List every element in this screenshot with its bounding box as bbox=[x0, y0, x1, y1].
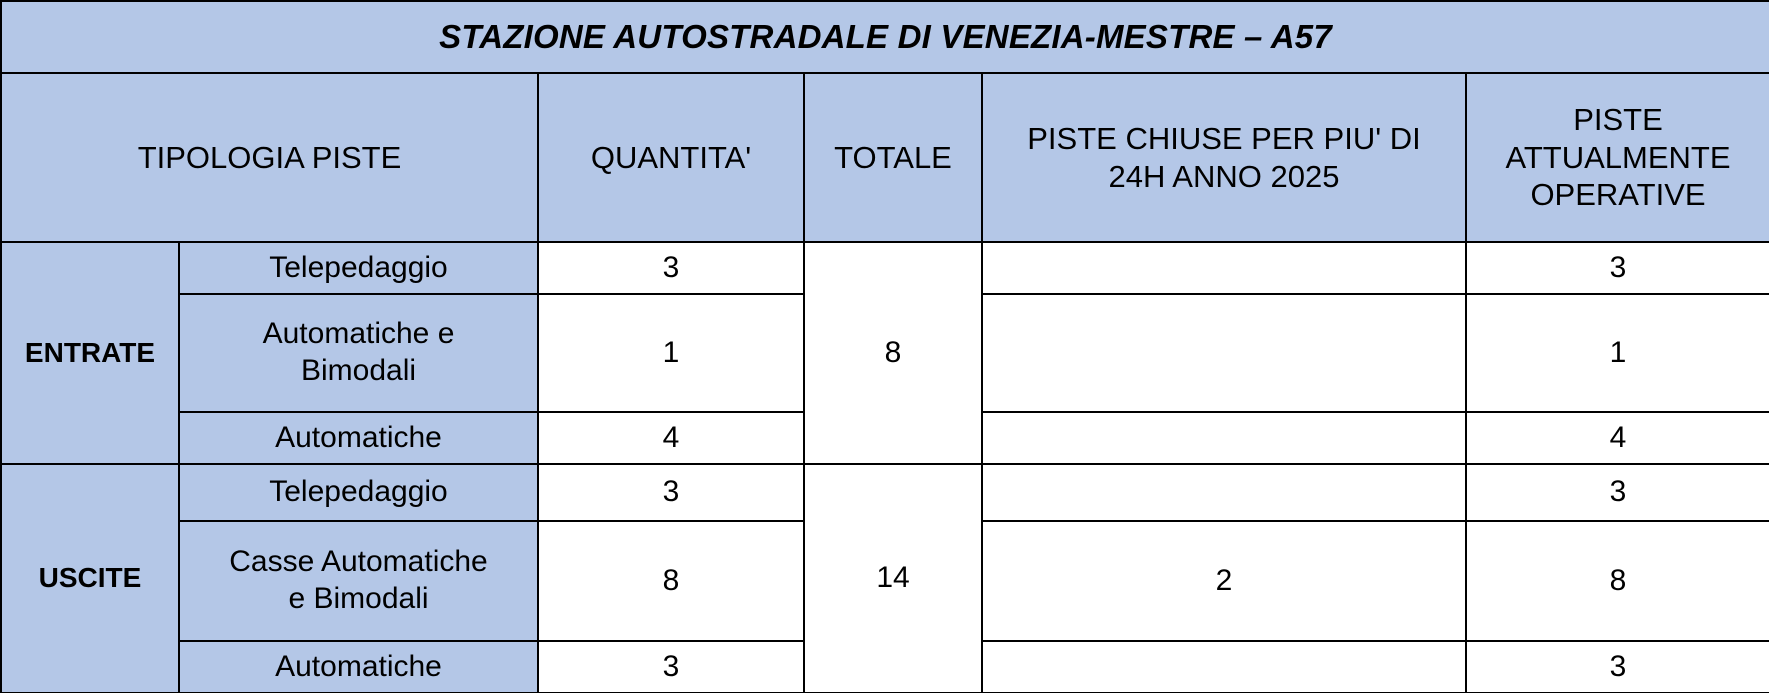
tipologia-entrate-automatiche: Automatiche bbox=[178, 411, 539, 465]
title-row: STAZIONE AUTOSTRADALE DI VENEZIA-MESTRE … bbox=[0, 0, 1769, 74]
quantita-uscite-automatiche: 3 bbox=[537, 640, 805, 693]
totale-entrate: 8 bbox=[803, 241, 983, 465]
tipologia-uscite-telepedaggio: Telepedaggio bbox=[178, 463, 539, 522]
page-title: STAZIONE AUTOSTRADALE DI VENEZIA-MESTRE … bbox=[0, 0, 1769, 74]
table-row: Automatiche 3 3 bbox=[1, 640, 1769, 693]
operative-uscite-automatiche: 3 bbox=[1464, 640, 1769, 693]
quantita-entrate-telepedaggio: 3 bbox=[537, 241, 805, 295]
tipologia-line1: Automatiche e bbox=[262, 317, 455, 351]
table-row: Automatiche 4 4 bbox=[1, 411, 1769, 465]
header-piste-operative-line1: PISTE bbox=[1573, 101, 1663, 137]
group-label-entrate: ENTRATE bbox=[0, 241, 180, 465]
piste-chiuse-uscite: 2 bbox=[981, 520, 1467, 642]
tipologia-line2: Bimodali bbox=[300, 354, 417, 387]
piste-chiuse-uscite-automatiche bbox=[981, 640, 1467, 693]
group-label-uscite: USCITE bbox=[0, 463, 180, 693]
header-totale: TOTALE bbox=[803, 72, 983, 243]
header-piste-chiuse: PISTE CHIUSE PER PIU' DI 24H ANNO 2025 bbox=[981, 72, 1467, 243]
piste-chiuse-uscite-telepedaggio bbox=[981, 463, 1467, 522]
totale-uscite: 14 bbox=[803, 463, 983, 693]
piste-chiuse-entrate-automatiche-bimodali bbox=[981, 293, 1467, 413]
header-quantita: QUANTITA' bbox=[537, 72, 805, 243]
header-piste-chiuse-line2: 24H ANNO 2025 bbox=[1108, 158, 1340, 194]
header-piste-operative-line2: ATTUALMENTE bbox=[1505, 139, 1731, 175]
table-row: ENTRATE Telepedaggio 3 8 3 bbox=[0, 241, 1769, 465]
piste-chiuse-entrate-telepedaggio bbox=[981, 241, 1467, 295]
header-piste-operative-line3: OPERATIVE bbox=[1530, 177, 1706, 213]
quantita-entrate-automatiche: 4 bbox=[537, 411, 805, 465]
header-piste-operative: PISTE ATTUALMENTE OPERATIVE bbox=[1464, 72, 1769, 243]
table-row: USCITE Telepedaggio 3 14 3 bbox=[0, 463, 1769, 693]
quantita-entrate-automatiche-bimodali: 1 bbox=[537, 293, 805, 413]
table-row: Automatiche e Bimodali 1 1 bbox=[1, 293, 1769, 413]
operative-uscite-casse-automatiche-bimodali: 8 bbox=[1464, 520, 1769, 642]
quantita-uscite-telepedaggio: 3 bbox=[537, 463, 805, 522]
header-piste-chiuse-line1: PISTE CHIUSE PER PIU' DI bbox=[1027, 120, 1421, 156]
operative-entrate-telepedaggio: 3 bbox=[1464, 241, 1769, 295]
quantita-uscite-casse-automatiche-bimodali: 8 bbox=[537, 520, 805, 642]
table-row: Casse Automatiche e Bimodali 8 2 8 bbox=[1, 520, 1769, 642]
tipologia-uscite-casse-automatiche-bimodali: Casse Automatiche e Bimodali bbox=[178, 520, 539, 642]
tipologia-entrate-automatiche-bimodali: Automatiche e Bimodali bbox=[178, 293, 539, 413]
tipologia-entrate-telepedaggio: Telepedaggio bbox=[178, 241, 539, 295]
tipologia-line1: Casse Automatiche bbox=[229, 545, 488, 579]
operative-entrate-automatiche-bimodali: 1 bbox=[1464, 293, 1769, 413]
operative-entrate-automatiche: 4 bbox=[1464, 411, 1769, 465]
tipologia-uscite-automatiche: Automatiche bbox=[178, 640, 539, 693]
header-row: TIPOLOGIA PISTE QUANTITA' TOTALE PISTE C… bbox=[0, 72, 1769, 243]
operative-uscite-telepedaggio: 3 bbox=[1464, 463, 1769, 522]
header-tipologia-piste: TIPOLOGIA PISTE bbox=[0, 72, 539, 243]
tipologia-line2: e Bimodali bbox=[288, 582, 429, 615]
piste-chiuse-entrate-automatiche bbox=[981, 411, 1467, 465]
